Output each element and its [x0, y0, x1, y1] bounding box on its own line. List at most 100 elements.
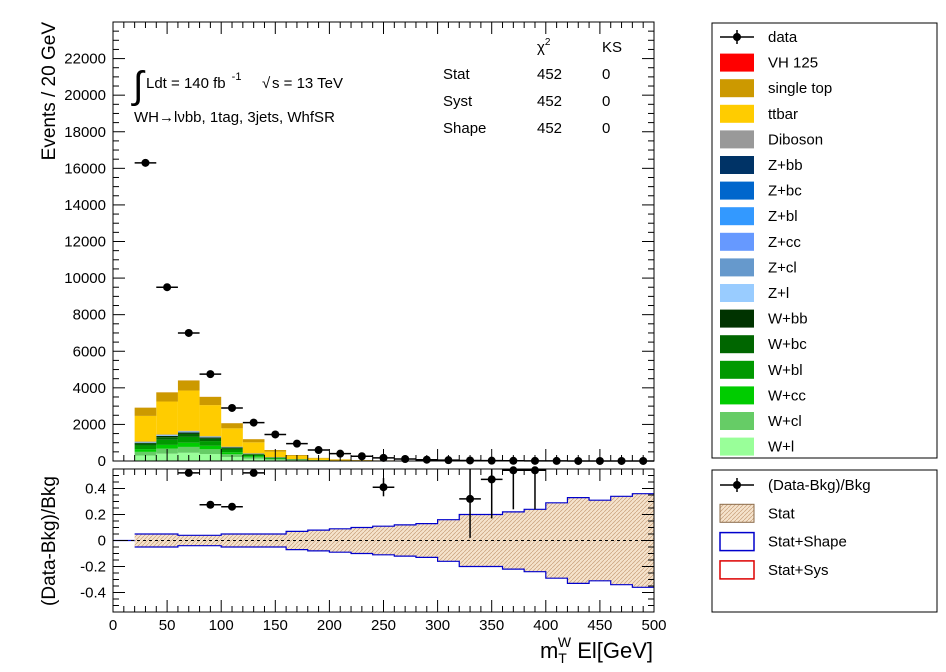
ratio-point-5 — [466, 494, 475, 503]
legend-swatch-diboson — [720, 130, 754, 149]
bar-w-bc-2 — [177, 433, 200, 437]
main-ytick-label-0: 0 — [98, 453, 106, 470]
row-label-shape: Shape — [443, 120, 486, 137]
bar-w-bl-4 — [221, 449, 243, 453]
bar-w-bc-0 — [134, 443, 157, 446]
main-ytick-label-11: 22000 — [64, 51, 106, 68]
bar-ttbar-0 — [134, 415, 157, 442]
legend-swatch-single-top — [720, 79, 754, 98]
legend-label-w-bl: W+bl — [768, 362, 803, 379]
x-axis-label-sub: T — [558, 650, 567, 666]
data-point-1 — [163, 283, 172, 292]
bar-w-cl-0 — [134, 451, 157, 456]
bar-single-top-0 — [134, 407, 157, 416]
ratio-legend-swatch-stat-shape — [719, 531, 755, 552]
x-tick-label-0: 0 — [109, 617, 117, 634]
legend-swatch-z-cl — [720, 258, 754, 277]
main-panel: 0200040006000800010000120001400016000180… — [39, 21, 655, 470]
ratio-ytick-label-0: -0.4 — [80, 585, 106, 602]
ratio-legend-marker--data-bkg-bkg — [733, 481, 741, 489]
sqrt-s-text: s = 13 TeV — [272, 75, 343, 92]
sqrt-symbol: √ — [262, 75, 271, 92]
legend-label-z-bc: Z+bc — [768, 183, 802, 200]
bar-w-bc-4 — [221, 448, 243, 450]
bar-ttbar-5 — [242, 442, 265, 454]
bar-w-cc-0 — [134, 449, 157, 452]
bar-w-bl-3 — [199, 441, 222, 446]
legend-swatch-z-l — [720, 284, 754, 302]
stat-shape-upper — [134, 493, 654, 536]
main-ytick-label-5: 10000 — [64, 270, 106, 287]
bar-w-cl-3 — [199, 449, 222, 455]
bar-w-bc-3 — [199, 438, 222, 442]
main-ytick-label-6: 12000 — [64, 234, 106, 251]
ratio-point-1 — [206, 500, 215, 509]
x-tick-label-2: 100 — [209, 617, 234, 634]
bar-single-top-3 — [199, 396, 222, 406]
main-ytick-label-3: 6000 — [73, 343, 106, 360]
main-ytick-label-1: 2000 — [73, 416, 106, 433]
main-y-ticks: 0200040006000800010000120001400016000180… — [64, 21, 654, 470]
bar-w-bc-5 — [242, 454, 265, 455]
chi2-superscript: 2 — [545, 37, 551, 48]
main-ytick-label-10: 20000 — [64, 87, 106, 104]
data-point-3 — [206, 370, 215, 379]
x-tick-label-1: 50 — [159, 617, 176, 634]
chi2-symbol: χ — [537, 39, 545, 56]
legend-label-w-l: W+l — [768, 439, 794, 456]
bar-w-cc-3 — [199, 445, 222, 450]
ratio-y-axis-label: (Data-Bkg)/Bkg — [39, 476, 60, 606]
ratio-ytick-label-1: -0.2 — [80, 559, 106, 576]
ratio-point-4 — [379, 483, 388, 492]
bar-single-top-5 — [242, 439, 265, 443]
legend-swatch-w-l — [720, 437, 754, 456]
lumi-prefix: Ldt = 140 fb — [146, 75, 226, 92]
bar-w-bl-1 — [156, 439, 178, 445]
row-ks-stat: 0 — [602, 66, 610, 83]
legend-swatch-z-bc — [720, 181, 754, 200]
main-ytick-label-7: 14000 — [64, 197, 106, 214]
row-label-stat: Stat — [443, 66, 471, 83]
ratio-legend-label-stat-shape: Stat+Shape — [768, 534, 847, 551]
ratio-legend-label-stat: Stat — [768, 505, 796, 522]
legend-label-data: data — [768, 29, 798, 46]
x-tick-label-8: 400 — [533, 617, 558, 634]
legend-label-single-top: single top — [768, 80, 832, 97]
ratio-y-ticks: -0.4 -0.2 0 0.2 0.4 — [80, 468, 654, 613]
data-point-5 — [249, 418, 258, 427]
legend-label-vh-125: VH 125 — [768, 55, 818, 72]
bar-diboson-2 — [177, 430, 200, 432]
main-ytick-label-2: 4000 — [73, 380, 106, 397]
bar-single-top-2 — [177, 380, 200, 391]
legend-swatch-w-cc — [720, 386, 754, 405]
x-axis-label-sup: W — [558, 634, 572, 650]
legend-swatch-w-bl — [720, 360, 754, 379]
main-legend-entries: data VH 125 single top ttbar Diboson Z+bb Z+bc… — [720, 29, 832, 456]
legend-swatch-z-bb — [720, 156, 754, 174]
main-ytick-label-8: 16000 — [64, 160, 106, 177]
legend-label-ttbar: ttbar — [768, 106, 798, 123]
ratio-legend-entries: (Data-Bkg)/Bkg Stat Stat+Shape Stat+Sys — [719, 477, 871, 580]
legend-swatch-vh-125 — [720, 53, 754, 72]
legend-label-w-cl: W+cl — [768, 413, 802, 430]
bar-w-cc-1 — [156, 444, 178, 449]
legend-label-z-cl: Z+cl — [768, 259, 797, 276]
ratio-panel: -0.4 -0.2 0 0.2 0.4 0 50 100 150 200 250 300 350 400… — [39, 466, 667, 666]
data-point-0 — [141, 158, 150, 167]
data-point-7 — [292, 439, 301, 448]
ratio-x-ticks: 0 50 100 150 200 250 300 350 400 450 500 — [109, 469, 667, 634]
ratio-legend-label--data-bkg-bkg: (Data-Bkg)/Bkg — [768, 477, 871, 494]
lumi-exponent: -1 — [232, 71, 242, 83]
stat-band-fill — [134, 493, 654, 588]
row-chi2-stat: 452 — [537, 66, 562, 83]
row-chi2-shape: 452 — [537, 120, 562, 137]
data-point-9 — [336, 449, 345, 458]
bar-ttbar-4 — [221, 428, 243, 447]
bar-w-bb-1 — [156, 435, 178, 438]
bar-w-cc-2 — [177, 442, 200, 447]
data-point-4 — [228, 403, 237, 412]
main-ytick-label-9: 18000 — [64, 124, 106, 141]
ratio-ytick-label-2: 0 — [98, 533, 106, 550]
stat-shape-lower — [134, 545, 654, 588]
bar-w-bb-0 — [134, 442, 157, 444]
